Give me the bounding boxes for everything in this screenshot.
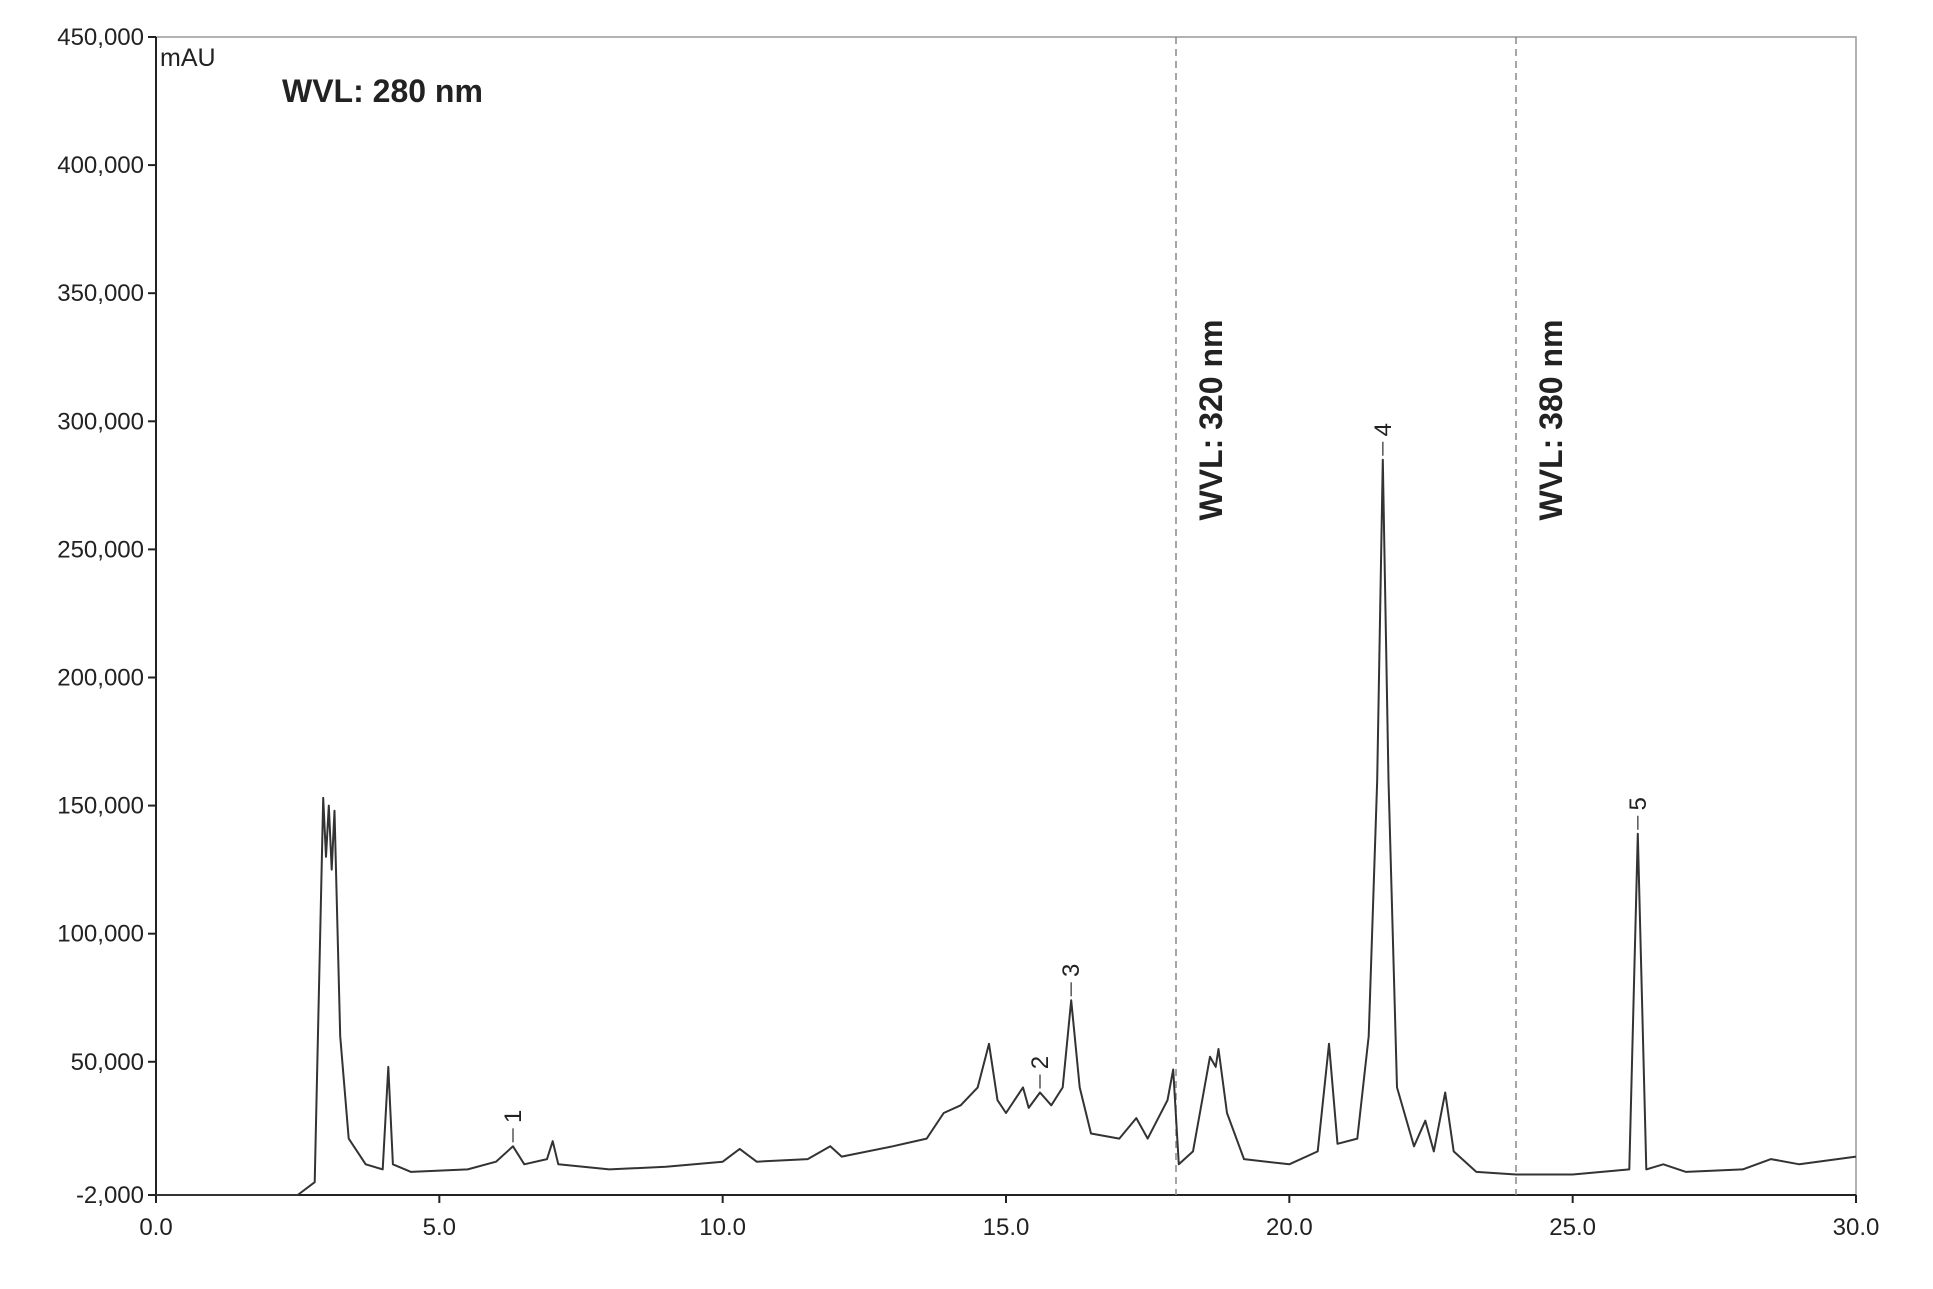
wavelength-label: WVL: 280 nm <box>282 73 483 109</box>
wavelength-label: WVL: 320 nm <box>1193 320 1229 521</box>
peak-label: 3 <box>1058 964 1085 977</box>
plot-frame <box>155 36 1857 1196</box>
wavelength-label: WVL: 380 nm <box>1533 320 1569 521</box>
y-tick-label: 50,000 <box>71 1049 144 1076</box>
x-tick-label: 0.0 <box>139 1214 172 1241</box>
x-tick-label: 15.0 <box>983 1214 1030 1241</box>
chromatogram-trace <box>156 458 1857 1196</box>
y-tick-label: 450,000 <box>57 24 144 51</box>
y-tick-label: 150,000 <box>57 793 144 820</box>
y-tick-label: 250,000 <box>57 536 144 563</box>
peak-label: 2 <box>1027 1056 1054 1069</box>
y-tick-label: -2,000 <box>76 1182 144 1209</box>
y-tick-label: 300,000 <box>57 408 144 435</box>
peak-label: 4 <box>1370 423 1397 436</box>
x-tick-label: 10.0 <box>699 1214 746 1241</box>
peak-label: 1 <box>500 1110 527 1123</box>
y-unit: mAU <box>160 44 216 72</box>
y-tick-label: 350,000 <box>57 280 144 307</box>
x-tick-label: 5.0 <box>423 1214 456 1241</box>
x-tick-label: 30.0 <box>1833 1214 1880 1241</box>
x-tick-label: 25.0 <box>1549 1214 1596 1241</box>
y-tick-label: 100,000 <box>57 921 144 948</box>
x-tick-label: 20.0 <box>1266 1214 1313 1241</box>
y-tick-label: 400,000 <box>57 152 144 179</box>
peak-label: 5 <box>1625 797 1652 810</box>
y-tick-label: 200,000 <box>57 664 144 691</box>
